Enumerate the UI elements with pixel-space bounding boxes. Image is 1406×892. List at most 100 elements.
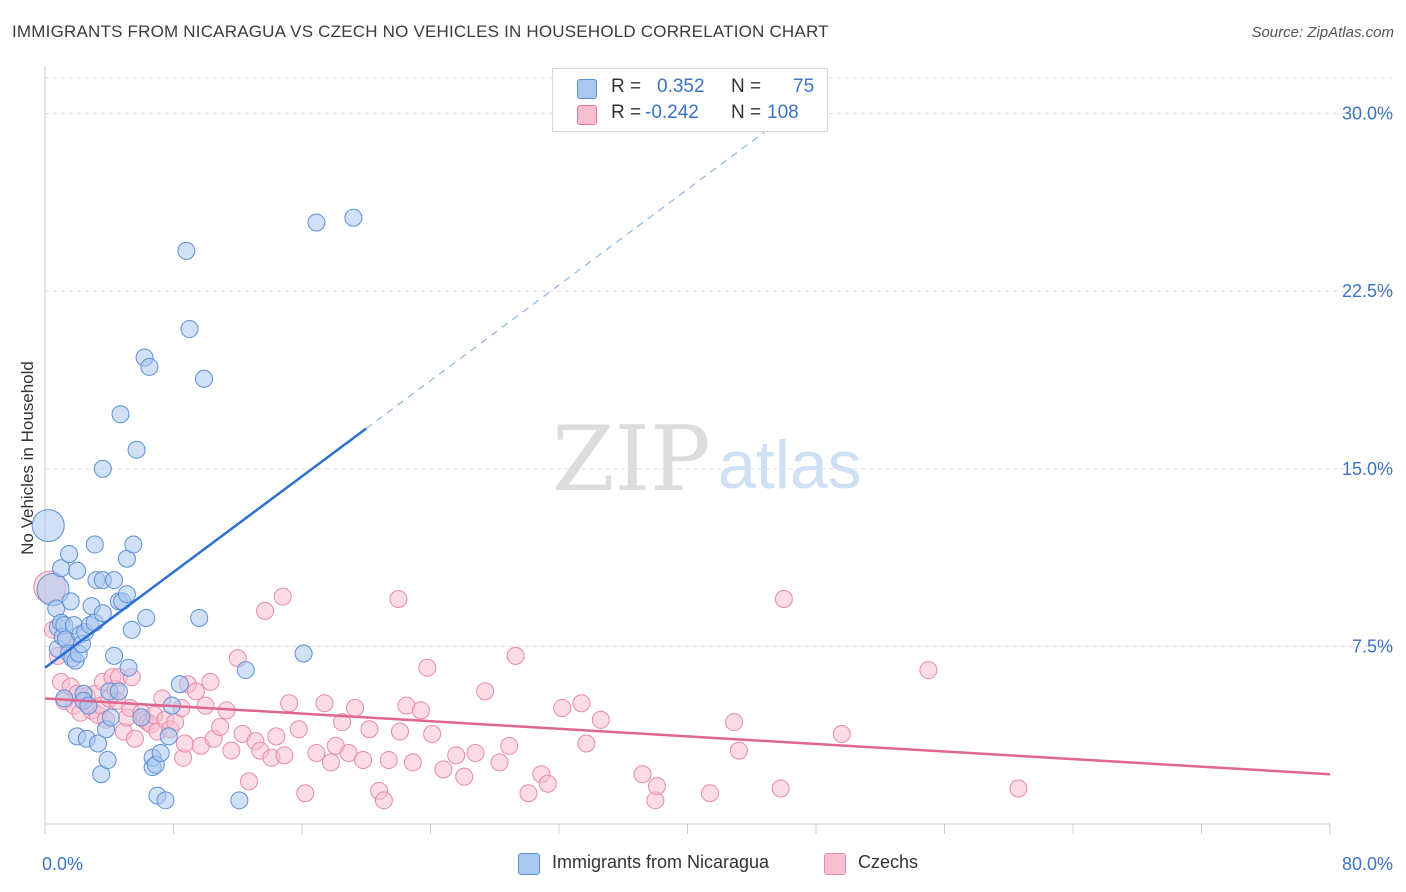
czechs-point	[725, 713, 744, 732]
r-value: 0.352	[657, 76, 705, 97]
czechs-point	[832, 725, 851, 744]
czechs-point	[289, 720, 308, 739]
czechs-point	[476, 682, 495, 701]
czechs-point	[175, 734, 194, 753]
nicaragua-point	[132, 708, 151, 727]
nicaragua-point	[119, 658, 138, 677]
watermark-atlas: atlas	[718, 427, 862, 503]
czechs-point	[418, 658, 437, 677]
czechs-point	[354, 751, 373, 770]
tick-labels: 7.5% 15.0% 22.5% 30.0% 0.0% 80.0%	[42, 104, 1393, 874]
czechs-point	[774, 590, 793, 609]
trend-lines	[44, 129, 1331, 776]
czechs-point	[519, 784, 538, 803]
czechs-point	[403, 753, 422, 772]
n-value: 108	[767, 102, 799, 123]
czechs-point	[360, 720, 379, 739]
nicaragua-point	[140, 357, 159, 376]
czechs-point	[346, 698, 365, 717]
nicaragua-point	[180, 320, 199, 339]
czechs-point	[389, 590, 408, 609]
czechs-point	[280, 694, 299, 713]
grid-layer	[45, 77, 1392, 647]
czechs-point	[267, 727, 286, 746]
nicaragua-point	[307, 213, 326, 232]
nicaragua-point	[93, 604, 112, 623]
nicaragua-points	[31, 208, 363, 810]
nicaragua-point	[236, 661, 255, 680]
czechs-point	[919, 661, 938, 680]
nicaragua-point	[98, 751, 117, 770]
czechs-point	[390, 722, 409, 741]
correlation-legend: R = 0.352 N = 75 R = -0.242 N = 108	[552, 68, 828, 132]
nicaragua-point	[159, 727, 178, 746]
czechs-point	[321, 753, 340, 772]
czechs-point	[490, 753, 509, 772]
n-value: 75	[793, 76, 815, 97]
nicaragua-point	[85, 535, 104, 554]
czechs-point	[315, 694, 334, 713]
nicaragua-trend-line	[44, 427, 367, 669]
czechs-point	[339, 743, 358, 762]
r-label: R =	[611, 102, 642, 123]
czechs-point	[239, 772, 258, 791]
czechs-point	[700, 784, 719, 803]
nicaragua-point	[230, 791, 249, 810]
nicaragua-point	[124, 535, 143, 554]
czechs-point	[572, 694, 591, 713]
nicaragua-point	[111, 405, 130, 424]
nicaragua-point	[109, 682, 128, 701]
czechs-point	[1009, 779, 1028, 798]
czechs-point	[411, 701, 430, 720]
czechs-point	[186, 682, 205, 701]
y-tick-label: 30.0%	[1342, 104, 1393, 124]
legend-swatch-nicaragua	[518, 853, 540, 875]
czechs-trend-line	[44, 697, 1331, 776]
czechs-point	[201, 672, 220, 691]
czechs-point	[500, 736, 519, 755]
nicaragua-point	[190, 608, 209, 627]
y-tick-label: 22.5%	[1342, 281, 1393, 301]
nicaragua-point	[122, 620, 141, 639]
nicaragua-trend-extension	[365, 129, 769, 429]
nicaragua-point	[127, 440, 146, 459]
nicaragua-point	[61, 592, 80, 611]
y-tick-label: 15.0%	[1342, 459, 1393, 479]
czechs-point	[256, 601, 275, 620]
czechs-point	[729, 741, 748, 760]
r-value: -0.242	[645, 102, 699, 123]
nicaragua-point	[105, 571, 124, 590]
legend-swatch-czechs	[824, 853, 846, 875]
nicaragua-point	[294, 644, 313, 663]
czechs-point	[196, 696, 215, 715]
source-credit: Source: ZipAtlas.com	[1251, 24, 1394, 41]
chart-title: IMMIGRANTS FROM NICARAGUA VS CZECH NO VE…	[12, 22, 829, 41]
axis-layer	[44, 66, 1331, 834]
nicaragua-point	[177, 241, 196, 260]
czechs-point	[434, 760, 453, 779]
czechs-point	[423, 725, 442, 744]
nicaragua-point	[151, 743, 170, 762]
czechs-point	[553, 698, 572, 717]
czechs-point	[538, 774, 557, 793]
x-tick-label: 80.0%	[1342, 854, 1393, 874]
nicaragua-point	[117, 585, 136, 604]
legend-label: Immigrants from Nicaragua	[552, 852, 770, 872]
nicaragua-point	[170, 675, 189, 694]
nicaragua-point	[68, 561, 87, 580]
nicaragua-point	[105, 646, 124, 665]
czechs-point	[374, 791, 393, 810]
nicaragua-point	[137, 608, 156, 627]
czechs-point	[222, 741, 241, 760]
czechs-point	[333, 713, 352, 732]
czechs-point	[296, 784, 315, 803]
nicaragua-point	[156, 791, 175, 810]
czechs-point	[307, 743, 326, 762]
nicaragua-point	[60, 545, 79, 564]
x-tick-label: 0.0%	[42, 854, 83, 874]
watermark: ZIP atlas	[552, 407, 862, 512]
czechs-point	[466, 743, 485, 762]
czechs-point	[125, 729, 144, 748]
legend-label: Czechs	[858, 852, 919, 872]
